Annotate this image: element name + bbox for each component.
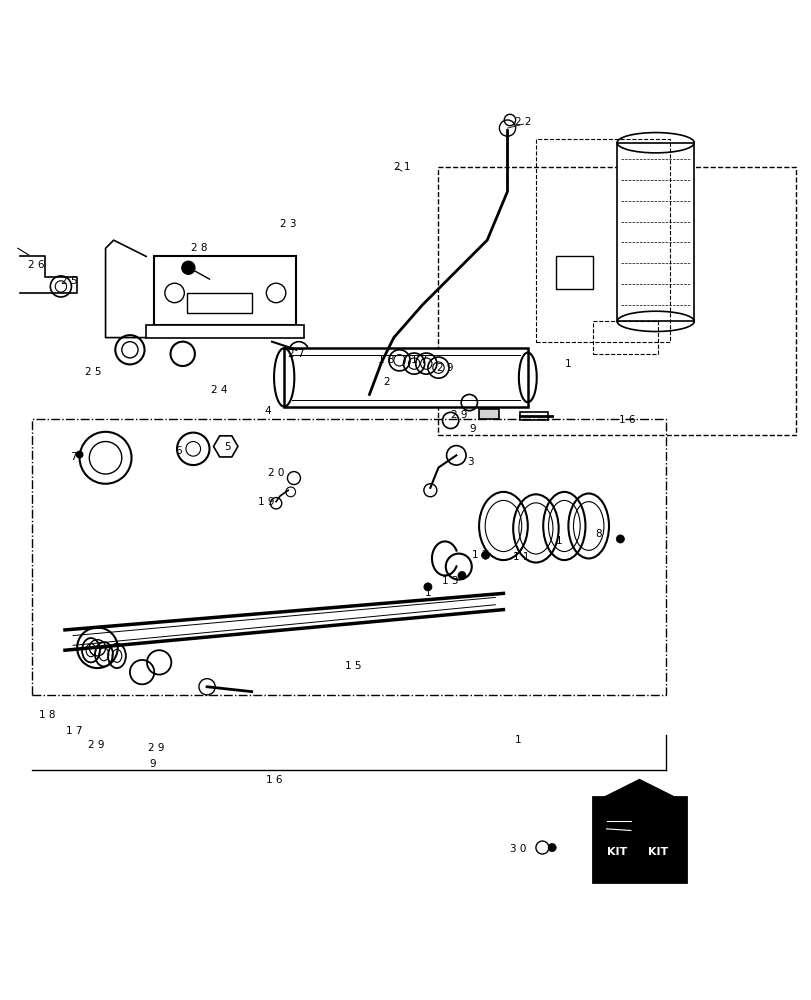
Text: 2 9: 2 9	[88, 740, 104, 750]
Text: 2: 2	[383, 377, 389, 387]
Text: 2 1: 2 1	[393, 162, 410, 172]
Text: 3: 3	[467, 457, 474, 467]
Text: 2 9: 2 9	[451, 410, 467, 420]
Text: 2 9: 2 9	[148, 743, 164, 753]
Text: 9: 9	[149, 759, 156, 769]
Polygon shape	[146, 325, 304, 338]
Text: 2 8: 2 8	[191, 243, 207, 253]
Circle shape	[182, 261, 195, 274]
Text: 9: 9	[469, 424, 475, 434]
Text: 7: 7	[70, 452, 76, 462]
Text: 1 5: 1 5	[345, 661, 361, 671]
Circle shape	[481, 551, 489, 559]
Bar	[284, 348, 527, 407]
Bar	[616, 143, 693, 321]
Text: 1 8: 1 8	[378, 355, 394, 365]
Text: 1: 1	[514, 735, 521, 745]
Text: 1 1: 1 1	[513, 552, 529, 562]
Text: 1: 1	[424, 588, 431, 598]
Text: 5: 5	[224, 442, 230, 452]
Text: 2 0: 2 0	[268, 468, 284, 478]
Text: 1 2: 1 2	[472, 550, 488, 560]
FancyBboxPatch shape	[592, 797, 685, 882]
Bar	[438, 167, 795, 435]
Circle shape	[76, 451, 83, 458]
Text: 1 3: 1 3	[442, 576, 458, 586]
Circle shape	[423, 583, 431, 591]
Polygon shape	[213, 436, 238, 457]
Text: 2 3: 2 3	[280, 219, 296, 229]
Text: 1 8: 1 8	[39, 710, 55, 720]
Bar	[32, 419, 665, 695]
Text: 6: 6	[175, 446, 182, 456]
Polygon shape	[596, 780, 681, 801]
Text: 2 6: 2 6	[28, 260, 45, 270]
Bar	[187, 293, 251, 313]
Text: 2 4: 2 4	[211, 385, 227, 395]
Text: 2 5: 2 5	[61, 276, 77, 286]
Text: 8: 8	[594, 529, 601, 539]
Text: 1 6: 1 6	[618, 415, 634, 425]
Text: 1 7: 1 7	[410, 355, 427, 365]
Text: 4: 4	[264, 406, 271, 416]
Text: KIT: KIT	[607, 847, 626, 857]
Text: 1 9: 1 9	[258, 497, 274, 507]
Bar	[556, 256, 592, 289]
Text: 1: 1	[564, 359, 571, 369]
Circle shape	[616, 535, 624, 543]
Bar	[154, 256, 296, 325]
Text: 2 9: 2 9	[436, 363, 453, 373]
Text: 2 7: 2 7	[288, 349, 304, 359]
Text: 1 6: 1 6	[266, 775, 282, 785]
Bar	[519, 412, 547, 420]
Text: 2 5: 2 5	[85, 367, 101, 377]
Circle shape	[547, 843, 556, 852]
Text: KIT: KIT	[647, 847, 667, 857]
Bar	[535, 139, 669, 342]
Text: 2 2: 2 2	[515, 117, 531, 127]
Text: 3 0: 3 0	[509, 844, 526, 854]
Text: 1 7: 1 7	[67, 726, 83, 736]
Text: 1: 1	[555, 536, 561, 546]
Circle shape	[457, 571, 466, 580]
Bar	[478, 409, 499, 419]
Bar	[592, 321, 657, 354]
